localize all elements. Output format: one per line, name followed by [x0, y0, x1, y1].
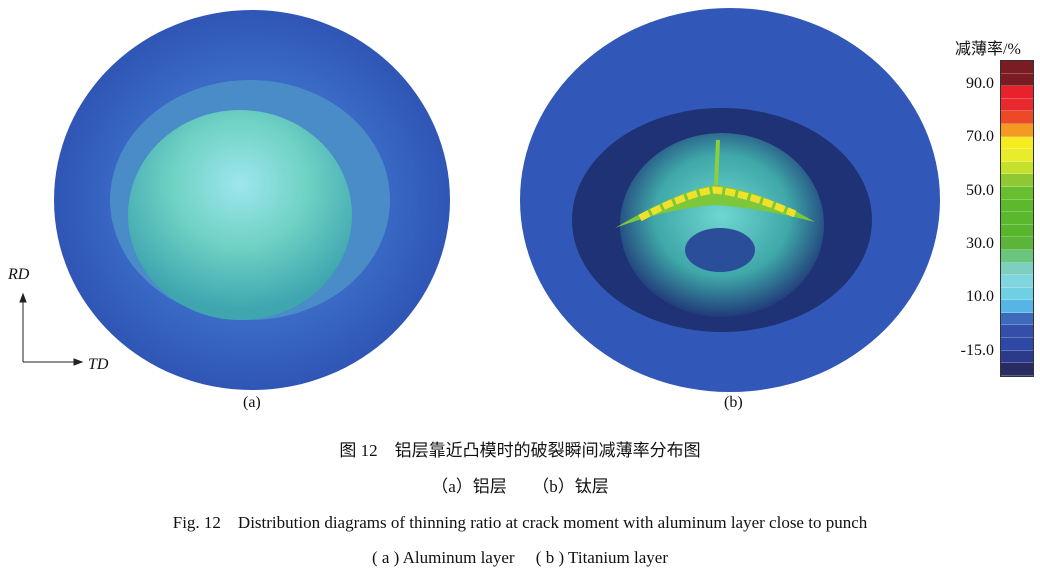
crack-band: [615, 185, 815, 228]
crack-branch: [714, 139, 720, 186]
colorbar-segment: [1001, 338, 1033, 351]
colorbar-tick: -15.0: [960, 342, 994, 359]
colorbar-segment: [1001, 237, 1033, 250]
caption-en-sub: ( a ) Aluminum layer ( b ) Titanium laye…: [371, 548, 669, 567]
colorbar-segment: [1001, 86, 1033, 99]
panel-a-aluminum: [54, 10, 450, 390]
colorbar-segment: [1001, 300, 1033, 313]
central-spot: [685, 228, 755, 272]
axis-label-rd: RD: [8, 266, 30, 283]
dome-a: [128, 110, 352, 320]
colorbar-tick: 90.0: [966, 75, 994, 92]
colorbar-segment: [1001, 199, 1033, 213]
panel-label-b: (b): [724, 394, 743, 411]
caption-zh-title: 图 12 铝层靠近凸模时的破裂瞬间减薄率分布图: [339, 441, 701, 460]
caption-zh-sub: （a）铝层 （b）钛层: [431, 477, 609, 496]
colorbar: [1000, 60, 1034, 377]
colorbar-segment: [1001, 287, 1033, 301]
colorbar-segment: [1001, 325, 1033, 339]
colorbar-tick: 50.0: [966, 182, 994, 199]
colorbar-tick: 10.0: [966, 288, 994, 305]
colorbar-title: 减薄率/%: [955, 41, 1021, 58]
colorbar-segment: [1001, 161, 1033, 175]
colorbar-segment: [1001, 212, 1033, 225]
panel-b-titanium: [520, 8, 940, 392]
colorbar-tick: 30.0: [966, 235, 994, 252]
caption-en-title: Fig. 12 Distribution diagrams of thinnin…: [172, 513, 868, 532]
colorbar-segment: [1001, 111, 1033, 124]
colorbar-segment: [1001, 224, 1033, 238]
panel-label-a: (a): [243, 394, 261, 411]
crack-line: [638, 186, 797, 222]
colorbar-segment: [1001, 350, 1033, 364]
colorbar-segment: [1001, 312, 1033, 326]
simulation-images: [19, 8, 940, 392]
colorbar-segment: [1001, 186, 1033, 200]
colorbar-segment: [1001, 73, 1033, 87]
colorbar-segment: [1001, 262, 1033, 276]
colorbar-segment: [1001, 363, 1033, 376]
colorbar-tick: 70.0: [966, 128, 994, 145]
dome-b: [620, 133, 824, 317]
colorbar-segment: [1001, 174, 1033, 187]
axis-label-td: TD: [88, 356, 109, 373]
colorbar-segment: [1001, 123, 1033, 137]
colorbar-segment: [1001, 136, 1033, 150]
colorbar-segment: [1001, 149, 1033, 162]
colorbar-segment: [1001, 98, 1033, 112]
colorbar-segment: [1001, 249, 1033, 263]
colorbar-segment: [1001, 61, 1033, 74]
colorbar-segment: [1001, 275, 1033, 288]
axis-indicator: [19, 292, 84, 366]
